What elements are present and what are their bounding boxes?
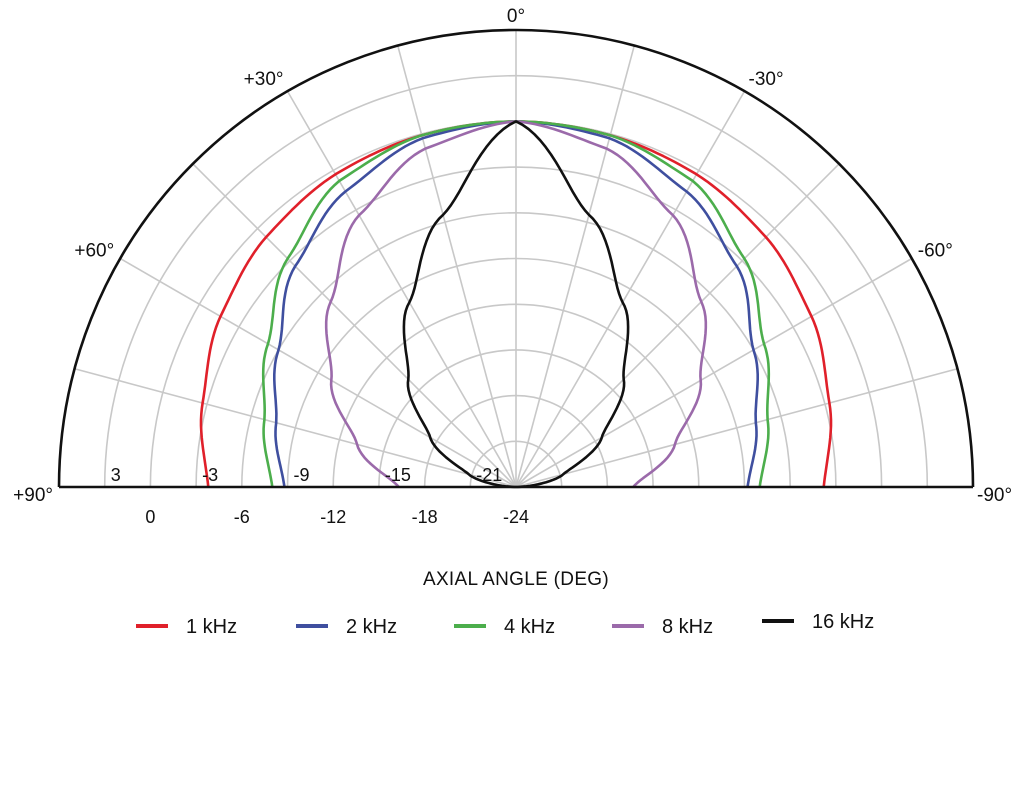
- angle-label: -30°: [749, 69, 784, 90]
- legend-label: 16 kHz: [812, 611, 874, 633]
- grid-spoke: [515, 45, 636, 488]
- ring-label-outer: -24: [503, 507, 529, 527]
- ring-label-inner: -9: [294, 465, 310, 485]
- grid-spoke: [515, 90, 746, 488]
- grid-spoke: [192, 163, 517, 488]
- ring-label-outer: 0: [145, 507, 155, 527]
- angle-label: -60°: [918, 241, 953, 262]
- angle-label: -90°: [977, 485, 1012, 506]
- angle-label: +60°: [74, 241, 114, 262]
- series-curves: [199, 120, 833, 489]
- angle-label: +30°: [244, 69, 284, 90]
- grid-spoke: [119, 257, 517, 488]
- polar-grid: [59, 30, 973, 488]
- ring-label-inner: 3: [111, 465, 121, 485]
- axis-title: AXIAL ANGLE (DEG): [423, 569, 609, 590]
- series-line-16-khz: [402, 120, 630, 489]
- outer-arc: [57, 28, 975, 488]
- legend-label: 4 kHz: [504, 616, 555, 638]
- ring-label-inner: -15: [385, 465, 411, 485]
- legend: 1 kHz 2 kHz 4 kHz 8 kHz 16 kHz: [136, 611, 874, 638]
- legend-label: 1 kHz: [186, 616, 237, 638]
- grid-spoke: [286, 90, 517, 488]
- ring-label-inner: -21: [476, 465, 502, 485]
- ring-label-outer: -12: [320, 507, 346, 527]
- grid-spoke: [515, 257, 913, 488]
- grid-spoke: [396, 45, 517, 488]
- ring-label-outer: -6: [234, 507, 250, 527]
- grid-spoke: [515, 367, 958, 488]
- grid-spoke: [74, 367, 517, 488]
- chart-frame: [57, 28, 975, 489]
- ring-label-outer: -18: [412, 507, 438, 527]
- angle-label: +90°: [13, 485, 53, 506]
- ring-label-inner: -3: [202, 465, 218, 485]
- angle-label: 0°: [507, 6, 525, 27]
- legend-label: 8 kHz: [662, 616, 713, 638]
- grid-spoke: [515, 163, 840, 488]
- legend-label: 2 kHz: [346, 616, 397, 638]
- chart-labels: 0° +30° -30° +60° -60° +90° -90° 3 -3 -9 -15 -21 0 -6…: [13, 6, 1012, 527]
